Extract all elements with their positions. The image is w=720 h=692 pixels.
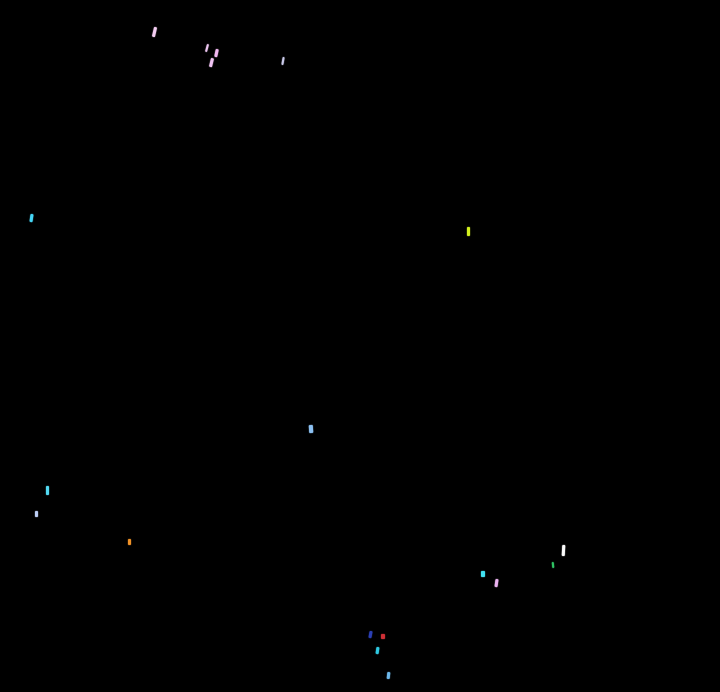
- green-streak: [551, 561, 555, 569]
- orange-streak: [128, 539, 131, 545]
- cyan-streak: [375, 646, 379, 655]
- pink-streak: [214, 48, 219, 58]
- cyan-streak: [46, 486, 49, 495]
- cyan-speck: [481, 571, 485, 577]
- darkblue-streak: [368, 630, 373, 639]
- cyan-streak: [29, 213, 34, 223]
- violet-streak: [204, 43, 210, 53]
- white-streak: [561, 544, 566, 557]
- lightblue-streak: [386, 671, 391, 680]
- paleblue-streak: [35, 511, 38, 517]
- pink-streak: [494, 578, 499, 588]
- red-speck: [381, 634, 385, 639]
- pink-streak: [208, 57, 214, 68]
- chartreuse-streak: [467, 227, 470, 236]
- pink-streak: [151, 26, 158, 38]
- lightblue-streak: [308, 424, 314, 434]
- lavender-streak: [281, 56, 285, 66]
